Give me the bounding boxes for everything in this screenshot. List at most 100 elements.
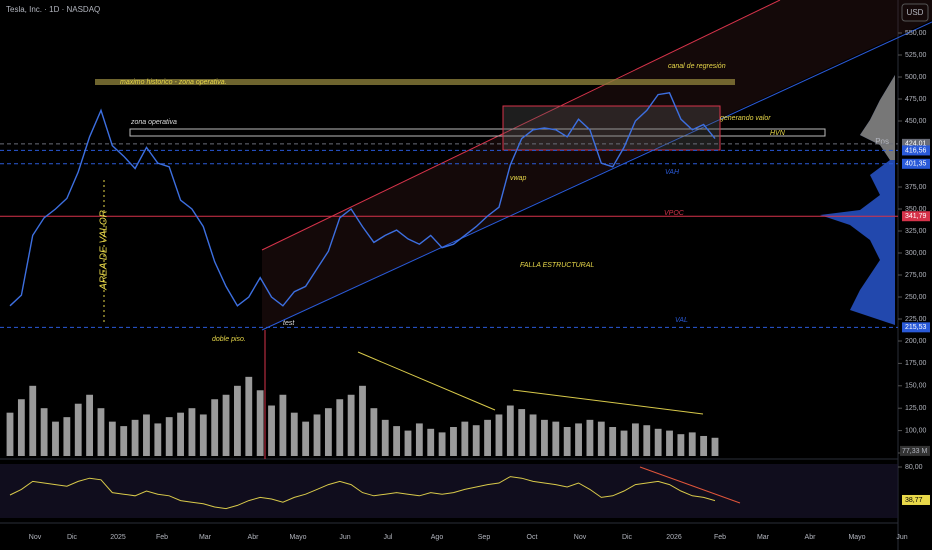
volume-tick-label: 175,00 (905, 360, 927, 367)
annotation: generando valor (720, 115, 771, 122)
volume-bar (506, 405, 514, 456)
volume-bar (165, 417, 173, 456)
pos-label: Pos (875, 137, 889, 146)
volume-bar (108, 421, 116, 456)
x-tick-label: Dic (67, 534, 78, 541)
annotation: VAH (665, 169, 680, 176)
y-tick-label: 475,00 (905, 96, 927, 103)
x-tick-label: Jul (384, 534, 393, 541)
ath-zone (95, 79, 735, 85)
x-tick-label: Mayo (289, 534, 306, 541)
level-label: 424,01 (905, 141, 927, 148)
volume-bar (120, 426, 128, 456)
volume-bar (17, 399, 25, 456)
x-tick-label: Abr (248, 534, 260, 541)
volume-bar (609, 427, 617, 456)
x-tick-label: Oct (527, 534, 538, 541)
volume-bar (324, 408, 332, 456)
volume-bar (359, 385, 366, 456)
x-tick-label: Dic (622, 534, 633, 541)
volume-bar (290, 412, 298, 456)
volume-bar (552, 421, 560, 456)
y-tick-label: 450,00 (905, 118, 927, 125)
level-tag (902, 322, 930, 333)
x-tick-label: Mar (199, 534, 212, 541)
volume-tick-label: 125,00 (905, 405, 927, 412)
rsi-tag (902, 494, 930, 505)
y-tick-label: 300,00 (905, 250, 927, 257)
volume-bar (188, 408, 196, 456)
x-tick-label: Jun (339, 534, 350, 541)
annotation: FALLA ESTRUCTURAL (520, 262, 594, 269)
volume-bar (74, 403, 82, 456)
volume-bar (381, 419, 389, 456)
y-tick-label: 550,00 (905, 30, 927, 37)
annotation: test (283, 320, 295, 327)
y-tick-label: 375,00 (905, 184, 927, 191)
volume-bar (52, 421, 59, 456)
level-label: 416,56 (905, 147, 927, 154)
volume-tick-label: 150,00 (905, 383, 927, 390)
volume-bar (393, 426, 401, 456)
channel-lower (261, 21, 932, 331)
value-box (502, 105, 721, 151)
volume-bar (575, 423, 582, 456)
trend-arrow (639, 466, 741, 504)
level-label: 401,35 (905, 161, 927, 168)
volume-bar (177, 412, 184, 456)
volume-bar (700, 435, 708, 456)
volume-bar (541, 419, 548, 456)
volume-bar (415, 423, 423, 456)
volume-bar (234, 385, 241, 456)
currency[interactable]: USD (907, 8, 924, 17)
x-tick-label: Jun (896, 534, 907, 541)
annotation: canal de regresión (668, 63, 726, 70)
volume-bar (40, 408, 48, 456)
rsi-line (9, 476, 716, 510)
volume-bar (677, 434, 685, 456)
volume-bar (347, 394, 355, 456)
volume-bar (97, 408, 105, 456)
y-tick-label: 525,00 (905, 52, 927, 59)
annotation: VAL (675, 317, 688, 324)
currency-button[interactable] (901, 3, 929, 22)
volume-bar (450, 427, 457, 456)
volume-bar (711, 437, 719, 456)
trend-arrow (512, 389, 704, 415)
volume-bar (222, 394, 230, 456)
level-tag (902, 158, 930, 169)
volume-bar (86, 394, 94, 456)
annotation: vwap (510, 175, 526, 182)
volume-bar (597, 421, 605, 456)
price-line (9, 92, 716, 307)
x-tick-label: Nov (574, 534, 587, 541)
operative-zone (129, 128, 826, 137)
x-tick-label: Mar (757, 534, 770, 541)
volume-bar (63, 417, 71, 456)
chart-title: Tesla, Inc. · 1D · NASDAQ (6, 5, 100, 14)
volume-bar (199, 414, 207, 456)
volume-bar (427, 428, 435, 456)
volume-bar (666, 430, 673, 456)
level-tag (902, 138, 930, 149)
x-tick-label: Abr (805, 534, 817, 541)
volume-bar (563, 427, 571, 456)
volume-bar (620, 430, 628, 456)
x-tick-label: 2026 (666, 534, 682, 541)
volume-bar (29, 385, 37, 456)
annotation: doble piso. (212, 336, 246, 343)
volume-bar (631, 423, 639, 456)
annotation: zona operativa (130, 119, 177, 126)
volume-bar (654, 428, 662, 456)
trend-arrow (357, 351, 496, 411)
x-tick-label: 2025 (110, 534, 126, 541)
volume-bar (688, 432, 696, 456)
volume-bar (472, 425, 480, 456)
annotation: HVN (770, 130, 786, 137)
volume-bar (370, 408, 378, 456)
volume-bar (268, 405, 275, 456)
volume-bar (336, 399, 344, 456)
x-tick-label: Feb (156, 534, 168, 541)
volume-bar (245, 376, 253, 456)
volume-bar (256, 390, 264, 456)
